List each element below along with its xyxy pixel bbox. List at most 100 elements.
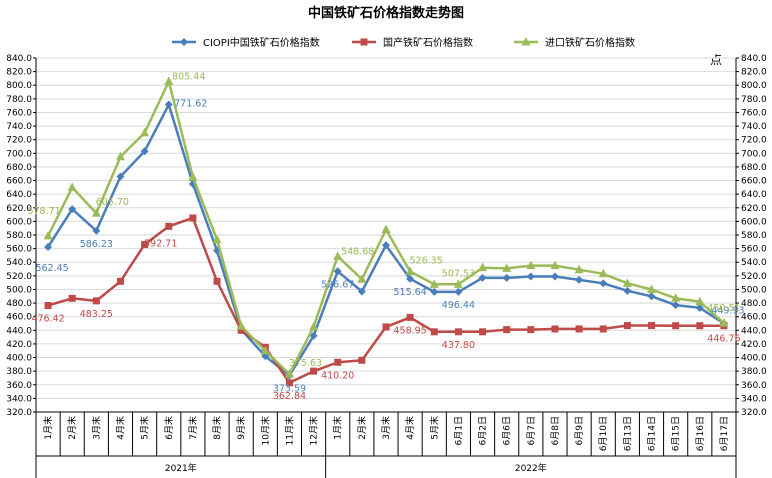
diamond-marker [478, 273, 487, 282]
category-label: 6月13日 [622, 416, 633, 451]
square-marker [44, 302, 52, 310]
right-tick-label: 480.0 [741, 299, 767, 309]
diamond-marker [333, 267, 342, 276]
square-marker [479, 328, 487, 336]
triangle-marker [526, 260, 536, 270]
data-label: 450.51 [707, 303, 740, 314]
diamond-marker [92, 226, 101, 235]
square-marker [382, 323, 390, 331]
left-tick-label: 780.0 [6, 95, 32, 105]
left-tick-label: 620.0 [6, 204, 32, 214]
right-tick-label: 320.0 [741, 408, 767, 418]
square-marker [189, 214, 197, 222]
data-labels: 562.45 586.23 771.62 373.59 526.67 515.64 496.… [27, 72, 744, 402]
square-marker [648, 322, 656, 330]
legend-label: 国产铁矿石价格指数 [383, 36, 473, 49]
right-axis-ticks: 320.0 340.0 360.0 380.0 400.0 420.0 440.0 460.0… [741, 54, 767, 418]
triangle-marker [574, 264, 584, 274]
category-label: 4月末 [404, 416, 416, 440]
category-label: 6月14日 [647, 416, 658, 451]
data-label: 771.62 [174, 99, 207, 110]
square-marker [285, 379, 293, 387]
right-tick-label: 640.0 [741, 190, 767, 200]
legend-item-1: 国产铁矿石价格指数 [352, 36, 473, 49]
category-label: 8月末 [211, 416, 223, 440]
left-tick-label: 520.0 [6, 272, 32, 282]
category-label: 1月末 [42, 416, 54, 440]
data-label: 458.95 [394, 325, 427, 336]
triangle-marker [429, 279, 439, 288]
left-tick-label: 840.0 [6, 54, 32, 64]
diamond-marker [526, 272, 535, 281]
category-label: 6月6日 [502, 416, 513, 445]
right-tick-label: 580.0 [741, 231, 767, 241]
category-label: 5月末 [428, 416, 440, 440]
right-tick-label: 700.0 [741, 149, 767, 159]
right-tick-label: 720.0 [741, 136, 767, 146]
legend-label: CIOPI中国铁矿石价格指数 [203, 36, 320, 49]
left-tick-label: 480.0 [6, 299, 32, 309]
square-marker [599, 325, 607, 333]
data-label: 578.71 [27, 206, 60, 217]
category-label: 7月末 [187, 416, 199, 440]
left-tick-label: 400.0 [6, 354, 32, 364]
data-label: 449.93 [711, 306, 744, 317]
left-tick-label: 540.0 [6, 258, 32, 268]
category-label: 6月16日 [695, 416, 706, 451]
category-label: 6月17日 [719, 416, 730, 451]
category-label: 3月末 [90, 416, 102, 440]
right-tick-label: 400.0 [741, 354, 767, 364]
diamond-marker [647, 292, 656, 301]
left-tick-label: 580.0 [6, 231, 32, 241]
square-marker [696, 322, 704, 330]
left-tick-label: 420.0 [6, 340, 32, 350]
triangle-marker [671, 293, 681, 302]
left-tick-label: 720.0 [6, 136, 32, 146]
diamond-marker [44, 242, 53, 251]
x-axis-categories: 1月末 2月末 3月末 4月末 5月末 6月末 7月末 8月末 9月末 10月末 11月末 12月末 1… [42, 416, 730, 451]
category-label: 6月1日 [453, 416, 464, 445]
square-marker [116, 277, 124, 285]
square-marker [310, 367, 318, 375]
diamond-marker [382, 241, 390, 250]
square-marker [454, 328, 462, 336]
diamond-marker [68, 205, 77, 214]
category-label: 5月末 [139, 416, 151, 440]
left-tick-label: 460.0 [6, 313, 32, 323]
category-label: 9月末 [235, 416, 247, 440]
right-tick-label: 380.0 [741, 367, 767, 377]
data-label: 605.70 [96, 197, 129, 208]
data-label: 446.76 [707, 334, 740, 345]
triangle-marker [622, 278, 632, 287]
diamond-marker [430, 287, 439, 296]
left-tick-label: 560.0 [6, 245, 32, 255]
data-label: 496.44 [442, 300, 475, 311]
triangle-marker [164, 76, 174, 86]
right-tick-label: 560.0 [741, 245, 767, 255]
data-label: 526.67 [321, 279, 354, 290]
triangle-marker [309, 321, 319, 331]
square-marker [358, 356, 366, 364]
square-marker [575, 325, 583, 333]
axes [33, 57, 739, 478]
triangle-marker [212, 234, 222, 244]
square-marker [213, 277, 221, 285]
diamond-marker [671, 301, 680, 310]
square-marker [551, 325, 559, 333]
right-tick-label: 740.0 [741, 122, 767, 132]
year-group-label: 2022年 [515, 462, 547, 474]
diamond-marker [116, 172, 125, 181]
triangle-marker [236, 321, 246, 330]
triangle-marker [188, 172, 198, 181]
triangle-marker [453, 279, 463, 288]
square-marker [360, 38, 368, 46]
triangle-marker [550, 260, 560, 270]
left-tick-label: 700.0 [6, 149, 32, 159]
diamond-marker [623, 286, 632, 295]
triangle-marker [284, 369, 294, 378]
left-tick-label: 800.0 [6, 81, 32, 91]
triangle-marker [140, 127, 150, 137]
right-tick-label: 340.0 [741, 394, 767, 404]
triangle-marker [521, 37, 531, 46]
